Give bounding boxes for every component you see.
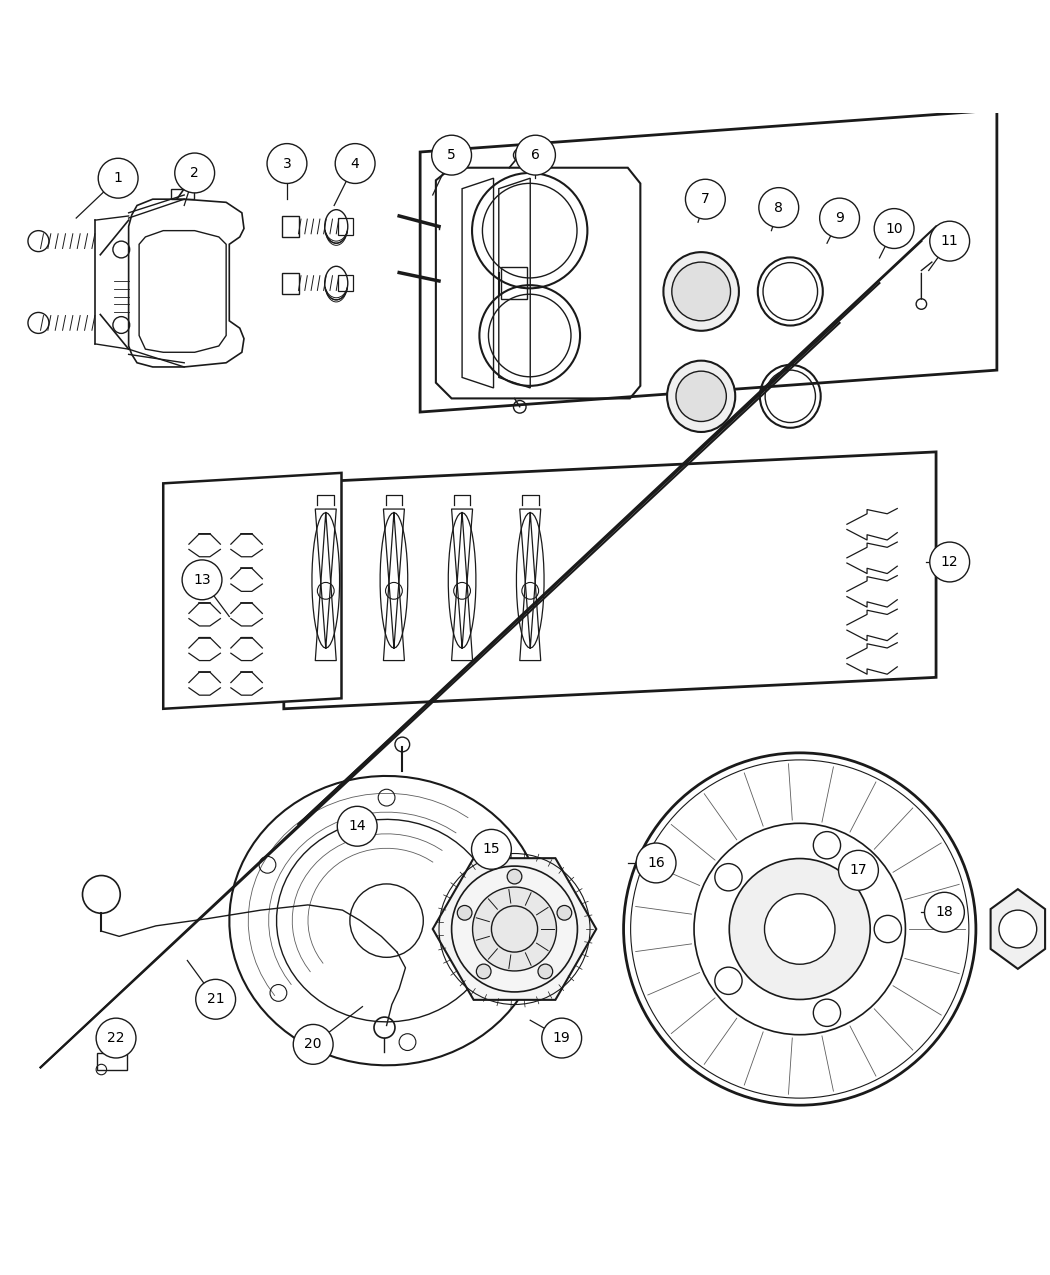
Circle shape: [507, 870, 522, 884]
Text: 4: 4: [351, 157, 359, 171]
Circle shape: [764, 894, 835, 964]
Text: 10: 10: [885, 222, 903, 236]
Circle shape: [335, 144, 375, 184]
Circle shape: [293, 1024, 333, 1065]
Bar: [501, 268, 527, 298]
Circle shape: [97, 1019, 135, 1058]
Text: 22: 22: [107, 1031, 125, 1046]
Bar: [170, 189, 193, 199]
Circle shape: [516, 135, 555, 175]
Text: 11: 11: [941, 235, 959, 249]
Circle shape: [759, 187, 799, 227]
Text: 5: 5: [447, 148, 456, 162]
Circle shape: [924, 892, 964, 932]
Text: 17: 17: [849, 863, 867, 877]
Bar: [281, 215, 298, 237]
Circle shape: [267, 144, 307, 184]
Bar: [338, 274, 353, 292]
Circle shape: [636, 843, 676, 882]
Text: 15: 15: [483, 843, 500, 857]
Bar: [281, 273, 298, 293]
Text: 21: 21: [207, 992, 225, 1006]
Circle shape: [472, 887, 556, 972]
Circle shape: [875, 915, 902, 942]
Text: 18: 18: [936, 905, 953, 919]
Text: 14: 14: [349, 820, 366, 834]
Circle shape: [875, 209, 915, 249]
Circle shape: [715, 968, 742, 994]
Polygon shape: [284, 451, 936, 709]
Circle shape: [558, 905, 571, 921]
Text: 16: 16: [647, 856, 665, 870]
Text: 1: 1: [113, 171, 123, 185]
Text: 9: 9: [835, 212, 844, 226]
Polygon shape: [420, 110, 996, 412]
Ellipse shape: [667, 361, 735, 432]
Circle shape: [182, 560, 222, 599]
Text: 6: 6: [531, 148, 540, 162]
Circle shape: [99, 158, 138, 198]
Circle shape: [820, 198, 860, 238]
Circle shape: [814, 1000, 841, 1026]
Text: 12: 12: [941, 555, 959, 569]
Circle shape: [999, 910, 1036, 947]
Circle shape: [471, 830, 511, 870]
Circle shape: [538, 964, 552, 979]
Polygon shape: [990, 889, 1045, 969]
Polygon shape: [163, 473, 341, 709]
Circle shape: [839, 850, 879, 890]
Circle shape: [458, 905, 472, 921]
Text: 8: 8: [774, 200, 783, 214]
Text: 3: 3: [282, 157, 291, 171]
Text: 13: 13: [193, 572, 211, 586]
Text: 7: 7: [701, 193, 710, 207]
Circle shape: [686, 180, 726, 219]
Text: 20: 20: [304, 1038, 322, 1052]
Text: 2: 2: [190, 166, 200, 180]
Circle shape: [542, 1019, 582, 1058]
Circle shape: [929, 542, 969, 581]
Circle shape: [174, 153, 214, 193]
Circle shape: [715, 863, 742, 891]
Circle shape: [814, 831, 841, 859]
Bar: [98, 1053, 127, 1070]
Polygon shape: [433, 858, 596, 1000]
Circle shape: [337, 806, 377, 847]
Circle shape: [672, 263, 731, 321]
Ellipse shape: [664, 252, 739, 330]
Circle shape: [432, 135, 471, 175]
Bar: [338, 218, 353, 235]
Circle shape: [477, 964, 491, 979]
Circle shape: [676, 371, 727, 422]
Circle shape: [195, 979, 235, 1019]
Circle shape: [730, 858, 870, 1000]
Circle shape: [929, 221, 969, 261]
Text: 19: 19: [553, 1031, 570, 1046]
